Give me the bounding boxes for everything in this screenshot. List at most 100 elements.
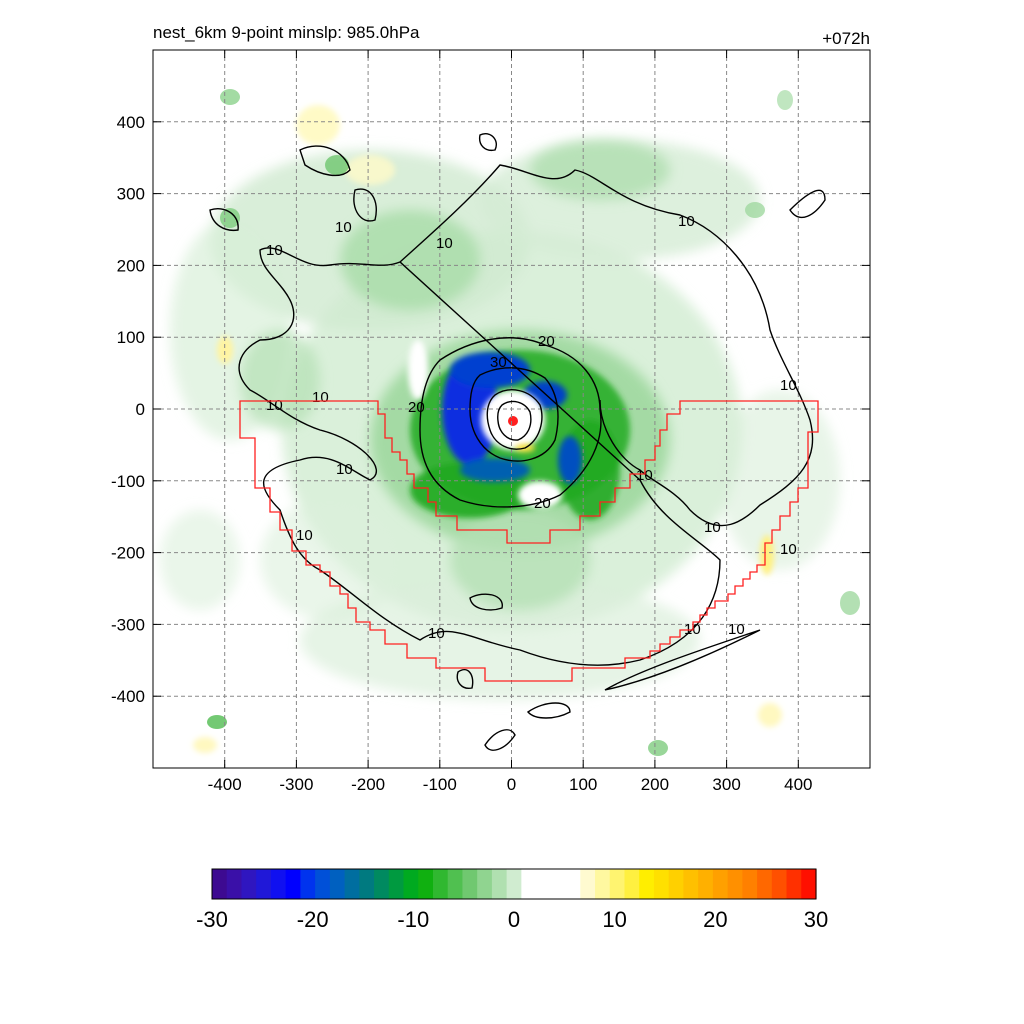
colorbar-tick-label: 20 xyxy=(703,907,727,932)
contour-label: 10 xyxy=(266,397,283,414)
contour-30-inner xyxy=(469,367,559,462)
colorbar-swatch xyxy=(771,869,788,899)
colorbar-swatch xyxy=(270,869,287,899)
y-tick-label: 400 xyxy=(117,113,145,132)
contour-small-1 xyxy=(299,145,351,177)
contour-label: 30 xyxy=(490,354,507,371)
contour-label: 10 xyxy=(428,625,445,642)
colorbar-swatch xyxy=(742,869,758,899)
colorbar-swatch xyxy=(536,869,552,899)
colorbar-swatch xyxy=(801,869,817,899)
colorbar-tick-label: 10 xyxy=(602,907,626,932)
colorbar-swatch xyxy=(418,869,434,899)
contour-small-8 xyxy=(789,189,826,219)
colorbar-swatch xyxy=(329,869,346,899)
x-tick-label: 200 xyxy=(641,775,669,794)
contour-label: 10 xyxy=(780,541,797,558)
field-yellow xyxy=(193,105,782,753)
colorbar-swatch xyxy=(256,869,272,899)
y-tick-label: 0 xyxy=(136,400,145,419)
contour-20-outer xyxy=(419,337,602,508)
contour-small-4 xyxy=(526,702,571,719)
contour-label: 10 xyxy=(728,621,745,638)
colorbar-labels: -30 -20 -10 0 10 20 30 xyxy=(196,907,828,932)
colorbar-swatch xyxy=(359,869,375,899)
colorbar-swatch xyxy=(698,869,714,899)
storm-center-marker xyxy=(508,416,518,426)
y-axis: -400 -300 -200 -100 0 100 200 300 400 xyxy=(111,113,870,706)
colorbar-swatch xyxy=(285,869,301,899)
x-tick-label: 0 xyxy=(507,775,516,794)
colorbar-swatch xyxy=(374,869,390,899)
shaded-field xyxy=(160,89,860,756)
y-tick-label: 100 xyxy=(117,328,145,347)
colorbar-swatch xyxy=(757,869,773,899)
colorbar-frame xyxy=(211,868,817,900)
y-tick-label: -100 xyxy=(111,472,145,491)
colorbar-swatch xyxy=(639,869,655,899)
contour-inner-2 xyxy=(497,400,532,441)
y-tick-label: -200 xyxy=(111,544,145,563)
colorbar-swatch xyxy=(477,869,493,899)
colorbar-swatch xyxy=(491,869,508,899)
colorbar-swatch xyxy=(226,869,243,899)
contour-label: 10 xyxy=(678,213,695,230)
colorbar-tick-label: -30 xyxy=(196,907,228,932)
colorbar-tick-label: 30 xyxy=(804,907,828,932)
x-tick-label: -100 xyxy=(423,775,457,794)
contour-label: 10 xyxy=(636,467,653,484)
colorbar-swatch xyxy=(462,869,478,899)
colorbar-swatch xyxy=(653,869,670,899)
contour-label: 10 xyxy=(704,519,721,536)
colorbar-swatch xyxy=(550,869,567,899)
colorbar-swatch xyxy=(565,869,581,899)
x-tick-label: -200 xyxy=(351,775,385,794)
contour-small-3 xyxy=(353,188,377,222)
contour-label: 20 xyxy=(534,495,551,512)
contour-label: 10 xyxy=(780,377,797,394)
colorbar-swatch xyxy=(344,869,360,899)
contour-inner-1 xyxy=(486,389,543,450)
contour-label: 10 xyxy=(436,235,453,252)
contour-label: 20 xyxy=(408,399,425,416)
contour-label: 10 xyxy=(312,389,329,406)
y-tick-label: 300 xyxy=(117,185,145,204)
colorbar-swatch xyxy=(786,869,802,899)
colorbar-swatch xyxy=(403,869,419,899)
contour-10-outer xyxy=(238,164,814,666)
field-light-green xyxy=(160,140,840,700)
chart-time-label: +072h xyxy=(822,29,870,48)
red-boundary xyxy=(239,400,819,682)
colorbar-swatch xyxy=(595,869,611,899)
colorbar-swatch xyxy=(432,869,449,899)
x-tick-label: 100 xyxy=(569,775,597,794)
x-tick-label: 400 xyxy=(784,775,812,794)
colorbar-tick-label: -10 xyxy=(397,907,429,932)
colorbar-swatch xyxy=(506,869,522,899)
colorbar-swatch xyxy=(609,869,626,899)
colorbar-swatch xyxy=(300,869,316,899)
contour-label: 10 xyxy=(296,527,313,544)
contour-small-9 xyxy=(604,629,761,691)
x-axis: -400 -300 -200 -100 0 100 200 300 400 xyxy=(208,50,812,794)
colorbar-swatch xyxy=(624,869,640,899)
contours xyxy=(209,133,826,751)
x-tick-label: 300 xyxy=(712,775,740,794)
contour-small-10 xyxy=(478,133,497,152)
field-small-cells xyxy=(207,89,860,756)
colorbar-swatch xyxy=(388,869,405,899)
colorbar xyxy=(211,868,817,900)
contour-label: 20 xyxy=(538,333,555,350)
colorbar-tick-label: 0 xyxy=(508,907,520,932)
colorbar-swatch xyxy=(712,869,729,899)
colorbar-tick-label: -20 xyxy=(297,907,329,932)
chart-title: nest_6km 9-point minslp: 985.0hPa xyxy=(153,23,420,42)
y-tick-label: 200 xyxy=(117,256,145,275)
contour-small-6 xyxy=(456,669,474,689)
y-tick-label: -400 xyxy=(111,687,145,706)
colorbar-swatch xyxy=(241,869,257,899)
colorbar-swatch xyxy=(447,869,464,899)
colorbar-swatch xyxy=(315,869,331,899)
grid xyxy=(153,50,870,768)
